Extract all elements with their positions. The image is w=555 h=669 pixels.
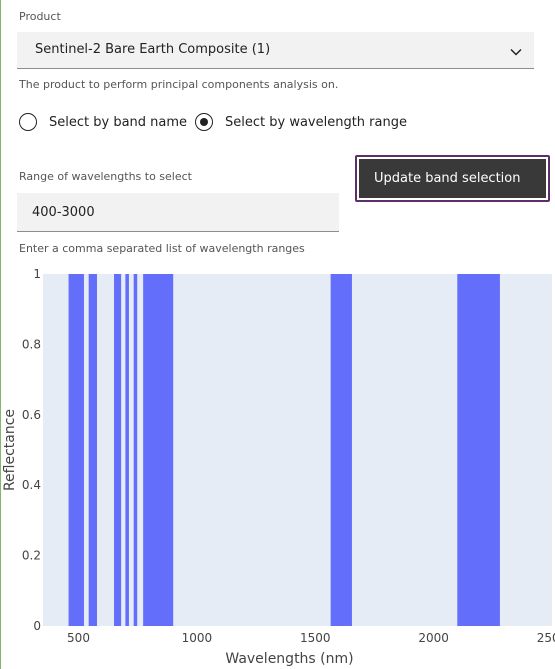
x-tick-label-4: 2500	[537, 631, 555, 645]
radio-button-band-name[interactable]	[19, 113, 37, 131]
y-tick-label-3: 0.6	[22, 408, 41, 422]
radio-selected-dot	[199, 117, 208, 126]
radio-label-wavelength-range: Select by wavelength range	[225, 115, 407, 130]
y-tick-label-4: 0.8	[22, 337, 41, 351]
radio-option-wavelength-range[interactable]: Select by wavelength range	[194, 113, 424, 135]
chart-bar-7	[162, 274, 168, 626]
y-axis-title: Reflectance	[2, 409, 18, 491]
y-tick-label-5: 1	[33, 267, 41, 281]
radio-label-band-name: Select by band name	[49, 115, 188, 130]
wavelength-chart: 00.20.40.60.815001000150020002500Wavelen…	[0, 262, 555, 669]
chevron-down-icon	[509, 44, 523, 63]
x-tick-label-1: 1000	[182, 631, 213, 645]
chart-bar-4	[133, 274, 138, 626]
range-label: Range of wavelengths to select	[19, 170, 192, 183]
chart-bar-8	[330, 274, 352, 626]
product-select[interactable]: Sentinel-2 Bare Earth Composite (1)	[17, 32, 534, 69]
y-tick-label-0: 0	[33, 619, 41, 633]
wavelength-range-input[interactable]	[17, 193, 339, 231]
x-tick-label-2: 1500	[300, 631, 331, 645]
y-tick-label-1: 0.2	[22, 549, 41, 563]
update-button-focus-ring: Update band selection	[355, 155, 550, 202]
chart-bar-2	[114, 274, 122, 626]
range-help-text: Enter a comma separated list of waveleng…	[19, 242, 305, 255]
update-band-selection-button[interactable]: Update band selection	[359, 159, 546, 198]
chart-bar-5	[143, 274, 148, 626]
y-tick-label-2: 0.4	[22, 478, 41, 492]
wavelength-range-field[interactable]	[17, 193, 339, 232]
product-help-text: The product to perform principal compone…	[19, 78, 339, 91]
x-axis-title: Wavelengths (nm)	[225, 651, 353, 667]
chart-bar-6	[145, 274, 174, 626]
chart-bar-3	[125, 274, 129, 626]
product-label: Product	[19, 10, 61, 23]
x-tick-label-3: 2000	[418, 631, 449, 645]
radio-button-wavelength-range[interactable]	[195, 113, 213, 131]
left-border	[0, 0, 1, 669]
chart-svg: 00.20.40.60.815001000150020002500Wavelen…	[2, 267, 555, 667]
x-tick-label-0: 500	[67, 631, 90, 645]
radio-option-band-name[interactable]: Select by band name	[18, 113, 193, 135]
chart-bar-9	[457, 274, 500, 626]
product-select-value: Sentinel-2 Bare Earth Composite (1)	[35, 42, 271, 57]
chart-bar-1	[88, 274, 97, 626]
chart-bar-0	[68, 274, 84, 626]
